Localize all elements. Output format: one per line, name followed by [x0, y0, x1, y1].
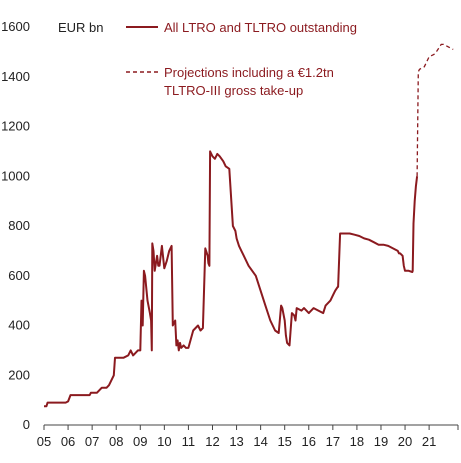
y-tick-label: 1600 [1, 19, 30, 34]
y-tick-label: 600 [8, 268, 30, 283]
x-tick-label: 07 [85, 434, 99, 449]
y-axis-ticks: 0 200 400 600 800 1000 1200 1400 1600 [1, 19, 30, 432]
x-tick-label: 14 [253, 434, 267, 449]
x-tick-label: 20 [398, 434, 412, 449]
x-tick-label: 18 [350, 434, 364, 449]
legend-label-outstanding: All LTRO and TLTRO outstanding [164, 20, 357, 35]
x-tick-label: 09 [133, 434, 147, 449]
y-tick-label: 0 [23, 417, 30, 432]
legend-label-projections: Projections including a €1.2tn TLTRO-III… [164, 65, 337, 98]
x-tick-label: 08 [109, 434, 123, 449]
legend: All LTRO and TLTRO outstanding Projectio… [126, 20, 357, 98]
series-group [44, 43, 454, 408]
y-axis-unit-label: EUR bn [58, 20, 104, 35]
y-tick-label: 400 [8, 318, 30, 333]
x-tick-label: 15 [277, 434, 291, 449]
x-axis-ticks: 05 06 07 08 09 10 11 12 13 14 15 16 17 18 19 20 21 [37, 425, 459, 449]
x-tick-label: 16 [302, 434, 316, 449]
x-tick-label: 05 [37, 434, 51, 449]
x-tick-label: 19 [374, 434, 388, 449]
legend-label-projections-line2: TLTRO-III gross take-up [164, 83, 303, 98]
projection-series-line [416, 43, 454, 177]
x-tick-label: 11 [182, 434, 196, 449]
y-tick-label: 1400 [1, 69, 30, 84]
outstanding-series-line [44, 150, 419, 408]
x-tick-label: 06 [61, 434, 75, 449]
x-tick-label: 12 [205, 434, 219, 449]
y-tick-label: 1200 [1, 119, 30, 134]
legend-label-projections-line1: Projections including a €1.2tn [164, 65, 334, 80]
y-tick-label: 1000 [1, 168, 30, 183]
x-tick-label: 17 [326, 434, 340, 449]
x-tick-label: 13 [229, 434, 243, 449]
x-tick-label: 21 [422, 434, 436, 449]
y-tick-label: 200 [8, 367, 30, 382]
y-tick-label: 800 [8, 218, 30, 233]
x-tick-label: 10 [157, 434, 171, 449]
